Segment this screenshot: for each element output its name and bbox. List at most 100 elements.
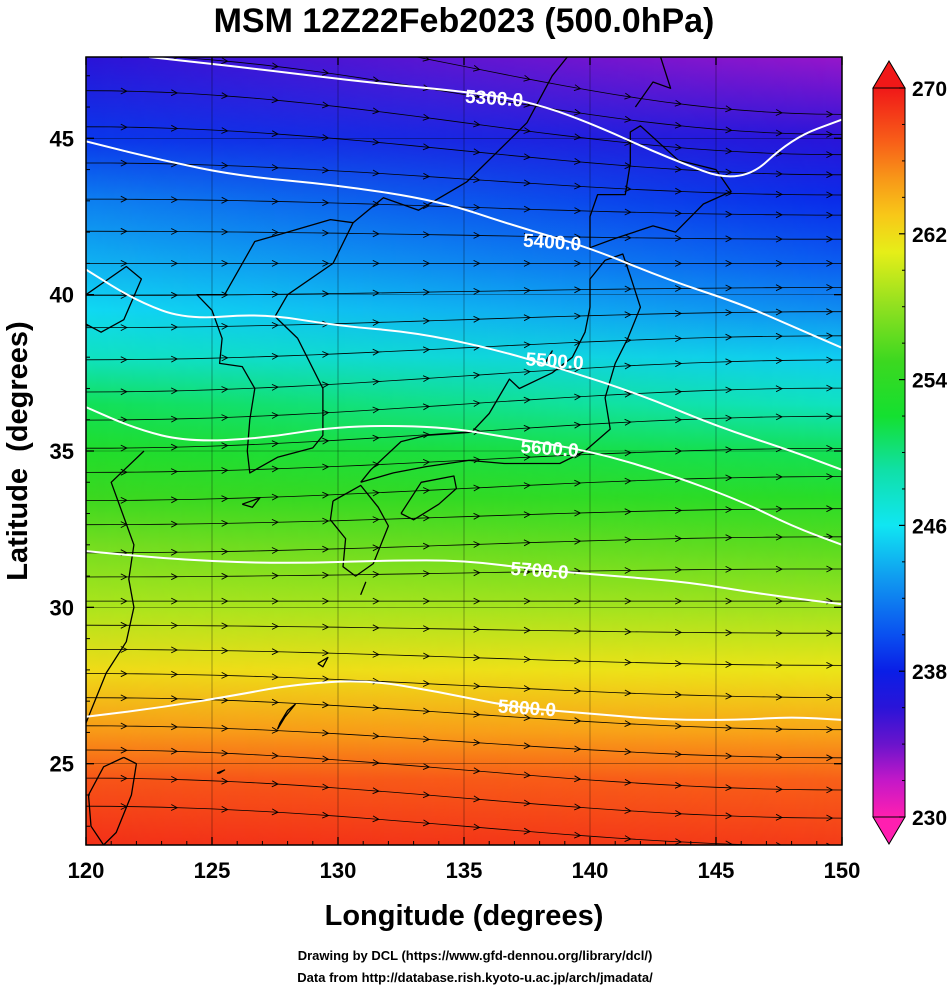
wind-arrow	[221, 386, 229, 393]
streamline-12	[86, 387, 842, 421]
wind-arrow	[372, 489, 380, 497]
wind-arrow	[826, 565, 834, 573]
wind-arrow	[775, 753, 784, 761]
wind-arrow	[725, 358, 733, 366]
wind-arrow	[473, 823, 481, 831]
wind-arrow	[775, 129, 784, 137]
wind-arrow	[775, 170, 784, 178]
coastline-okinawa	[276, 703, 296, 730]
wind-arrow	[120, 573, 128, 581]
wind-arrow	[826, 110, 834, 118]
wind-arrow	[271, 164, 280, 171]
wind-arrow	[422, 514, 431, 522]
colorbar-extend-min	[872, 816, 906, 845]
wind-arrow	[271, 493, 280, 501]
wind-arrow	[523, 287, 532, 294]
wind-arrow	[725, 259, 733, 267]
x-tick-label: 140	[572, 858, 609, 883]
wind-arrow	[775, 785, 784, 793]
colorbar-tick-label: 270	[912, 78, 947, 101]
wind-arrow	[826, 814, 834, 822]
wind-arrow	[221, 647, 229, 655]
wind-arrow	[624, 597, 632, 605]
wind-arrow	[573, 108, 582, 116]
wind-arrow	[674, 781, 683, 789]
coastline-tanegashima	[360, 581, 367, 596]
wind-arrow	[674, 388, 683, 396]
wind-arrow	[221, 127, 229, 134]
wind-arrow	[725, 446, 733, 454]
wind-arrow	[170, 89, 179, 97]
streamline-17	[86, 536, 842, 554]
colorbar-scale	[872, 87, 906, 818]
wind-arrow	[725, 692, 733, 700]
wind-arrow	[372, 289, 380, 297]
wind-arrow	[674, 447, 683, 455]
streamline-26	[86, 777, 842, 819]
x-axis-ticks: 120 125 130 135 140 145 150	[68, 57, 860, 883]
credit-drawing: Drawing by DCL (https://www.gfd-dennou.o…	[297, 948, 653, 963]
wind-arrow	[321, 101, 330, 109]
wind-arrow	[422, 487, 431, 494]
wind-arrow	[422, 791, 431, 799]
colorbar-tick-label: 230	[912, 807, 947, 830]
wind-arrow	[120, 324, 128, 331]
wind-arrow	[221, 672, 229, 679]
wind-arrow	[674, 259, 683, 267]
wind-arrow	[775, 842, 782, 845]
wind-arrow	[322, 755, 330, 763]
streamline-4	[86, 162, 842, 196]
wind-arrow	[574, 509, 582, 517]
wind-arrow	[422, 231, 431, 239]
wind-arrow	[574, 365, 582, 373]
wind-arrow	[725, 333, 733, 341]
wind-arrow	[473, 204, 481, 211]
streamline-25	[86, 749, 842, 791]
height-contours: 5300.0 5400.0 5500.0 5600.0 5700.0 5800.0	[86, 57, 842, 721]
wind-arrow	[775, 505, 784, 513]
y-tick-label: 25	[50, 752, 74, 777]
wind-arrow	[322, 545, 330, 553]
wind-arrow	[322, 701, 330, 709]
wind-arrow	[372, 200, 380, 208]
wind-arrow	[674, 416, 683, 424]
wind-arrow	[523, 597, 532, 605]
wind-arrow	[170, 228, 179, 235]
wind-arrow	[422, 202, 431, 210]
coastline-primorye	[352, 57, 568, 224]
wind-arrow	[170, 468, 179, 475]
wind-arrow	[271, 290, 280, 298]
wind-arrow	[725, 235, 733, 243]
wind-arrow	[322, 229, 330, 237]
coastline-hokkaido	[589, 125, 732, 249]
wind-arrow	[826, 629, 834, 637]
wind-arrow	[826, 235, 834, 243]
streamline-15	[86, 476, 842, 501]
wind-arrow	[573, 158, 582, 165]
wind-arrow	[221, 196, 229, 204]
wind-arrow	[422, 458, 431, 466]
wind-arrow	[322, 134, 330, 141]
wind-arrow	[271, 597, 280, 605]
wind-arrow	[775, 235, 784, 243]
wind-arrow	[473, 795, 481, 803]
wind-arrow	[624, 115, 632, 123]
wind-arrow	[573, 133, 582, 141]
wind-arrow	[775, 109, 784, 116]
contour-5300	[148, 57, 842, 178]
contour-5600	[86, 406, 842, 546]
wind-arrow	[322, 811, 330, 819]
wind-arrow	[171, 18, 177, 24]
wind-arrow	[473, 597, 481, 605]
wind-arrow	[725, 189, 733, 197]
wind-arrow	[473, 400, 481, 407]
wind-arrow	[624, 208, 632, 216]
wind-arrow	[523, 799, 532, 807]
y-axis-label: Latitude (degrees)	[2, 321, 34, 580]
wind-arrow	[221, 597, 229, 605]
wind-arrow	[674, 360, 683, 368]
streamline-18	[86, 568, 842, 578]
wind-arrow	[170, 415, 179, 423]
wind-arrow	[523, 511, 532, 519]
wind-arrow	[725, 168, 733, 176]
